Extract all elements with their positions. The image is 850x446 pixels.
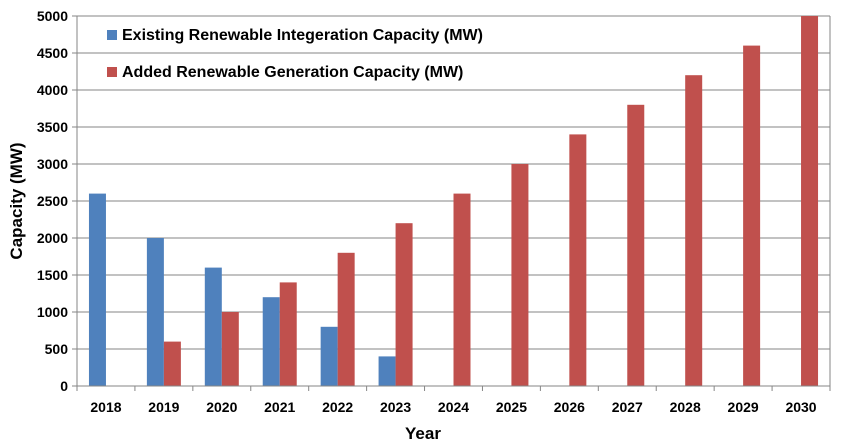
x-tick-label: 2018	[90, 399, 121, 415]
bar-added	[743, 45, 761, 386]
legend-label-added: Added Renewable Generation Capacity (MW)	[122, 64, 463, 81]
x-tick-label: 2030	[785, 399, 816, 415]
x-axis-ticks: 2018 2019 2020 2021 2022 2023 2024 2025 2026 2027…	[76, 386, 831, 415]
bar-existing	[320, 326, 338, 386]
y-tick-label: 4000	[37, 82, 68, 98]
bar-existing	[88, 193, 106, 386]
bar-existing	[146, 238, 164, 386]
bars	[88, 16, 819, 387]
legend-label-existing: Existing Renewable Integeration Capacity…	[122, 27, 483, 44]
y-tick-label: 4500	[37, 45, 68, 61]
x-tick-label: 2026	[554, 399, 585, 415]
bar-added	[511, 164, 529, 386]
bar-added	[163, 341, 181, 386]
y-tick-label: 3500	[37, 119, 68, 135]
x-tick-label: 2029	[728, 399, 759, 415]
y-tick-label: 3000	[37, 156, 68, 172]
y-axis-label: Capacity (MW)	[7, 142, 26, 259]
x-tick-label: 2025	[496, 399, 527, 415]
axes	[76, 16, 831, 387]
x-tick-label: 2020	[206, 399, 237, 415]
bar-added	[279, 282, 297, 386]
x-tick-label: 2019	[148, 399, 179, 415]
y-axis-ticks: 0 500 1000 1500 2000 2500 3000 3500 4000 4500 5000	[37, 8, 77, 394]
bar-existing	[378, 356, 396, 386]
bar-added	[337, 252, 355, 386]
bar-existing	[262, 297, 280, 386]
y-tick-label: 1500	[37, 267, 68, 283]
bar-added	[685, 75, 703, 386]
x-tick-label: 2028	[670, 399, 701, 415]
bar-added	[801, 16, 819, 386]
bar-added	[221, 312, 239, 386]
legend: Existing Renewable Integeration Capacity…	[107, 27, 483, 81]
y-tick-label: 5000	[37, 8, 68, 24]
x-tick-label: 2024	[438, 399, 469, 415]
x-axis-label: Year	[405, 424, 441, 443]
bar-existing	[204, 267, 222, 386]
y-tick-label: 2500	[37, 193, 68, 209]
bar-added	[627, 104, 645, 387]
x-tick-label: 2022	[322, 399, 353, 415]
y-tick-label: 1000	[37, 304, 68, 320]
y-tick-label: 500	[45, 341, 69, 357]
legend-swatch-added	[107, 67, 117, 77]
y-tick-label: 2000	[37, 230, 68, 246]
bar-added	[395, 223, 413, 386]
bar-added	[569, 134, 587, 386]
x-tick-label: 2021	[264, 399, 295, 415]
x-tick-label: 2027	[612, 399, 643, 415]
legend-swatch-existing	[107, 30, 117, 40]
x-tick-label: 2023	[380, 399, 411, 415]
y-tick-label: 0	[60, 378, 68, 394]
bar-added	[453, 193, 471, 386]
